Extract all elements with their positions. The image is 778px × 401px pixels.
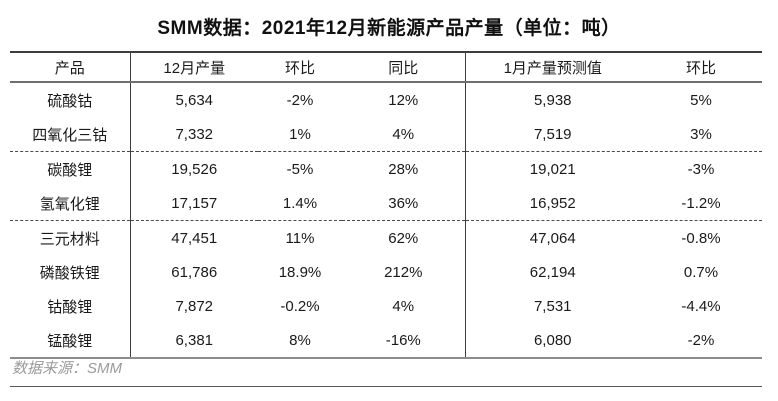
dec-yoy-cell: 62%	[342, 220, 466, 255]
table-row: 三元材料 47,451 11% 62% 47,064 -0.8%	[10, 220, 762, 255]
table-row: 钴酸锂 7,872 -0.2% 4% 7,531 -4.4%	[10, 289, 762, 323]
dec-output-cell: 19,526	[171, 160, 218, 178]
dec-yoy-cell: 12%	[342, 82, 466, 117]
table-row: 磷酸铁锂 61,786 18.9% 212% 62,194 0.7%	[10, 255, 762, 289]
jan-mom-cell: -0.8%	[681, 229, 721, 247]
product-cell: 碳酸锂	[10, 151, 131, 186]
column-header-dec-mom: 环比	[258, 52, 342, 83]
jan-forecast-cell: 16,952	[465, 186, 640, 221]
product-cell: 三元材料	[10, 220, 131, 255]
dec-yoy-cell: 212%	[342, 255, 466, 289]
dec-output-cell: 61,786	[171, 263, 218, 281]
dec-mom-cell: 1.4%	[258, 186, 342, 221]
product-cell: 磷酸铁锂	[10, 255, 131, 289]
table-row: 四氧化三钴 7,332 1% 4% 7,519 3%	[10, 117, 762, 152]
dec-output-cell: 17,157	[130, 186, 258, 221]
jan-mom-cell: -3%	[687, 160, 715, 178]
jan-forecast-cell: 7,519	[465, 117, 640, 152]
table-row: 氢氧化锂 17,157 1.4% 36% 16,952 -1.2%	[10, 186, 762, 221]
dec-mom-cell: 11%	[285, 229, 315, 247]
jan-mom-cell: 0.7%	[683, 263, 719, 281]
jan-mom-cell: -1.2%	[640, 186, 762, 221]
page-title: SMM数据：2021年12月新能源产品产量（单位：吨）	[157, 18, 621, 39]
column-header-dec-yoy: 同比	[342, 52, 466, 83]
jan-forecast-cell: 19,021	[529, 160, 576, 178]
jan-mom-cell: -2%	[687, 331, 715, 349]
dec-yoy-cell: 4%	[342, 289, 466, 323]
bottom-divider	[10, 386, 762, 387]
dec-yoy-cell: -16%	[342, 323, 466, 358]
jan-forecast-cell: 7,531	[533, 297, 572, 315]
jan-forecast-cell: 6,080	[533, 331, 572, 349]
dec-mom-cell: 1%	[258, 117, 342, 152]
dec-yoy-cell: 4%	[342, 117, 466, 152]
dec-mom-cell: -5%	[286, 160, 314, 178]
jan-mom-cell: -4.4%	[681, 297, 721, 315]
column-header-jan-mom: 环比	[640, 52, 762, 83]
table-row: 碳酸锂 19,526 -5% 28% 19,021 -3%	[10, 151, 762, 186]
production-table: 产品 12月产量 环比 同比 1月产量预测值 环比 硫酸钴 5,634 -2% …	[10, 51, 762, 359]
dec-yoy-cell: 36%	[342, 186, 466, 221]
dec-output-cell: 7,872	[175, 297, 214, 315]
product-cell: 钴酸锂	[10, 289, 131, 323]
dec-mom-cell: 18.9%	[278, 263, 322, 281]
dec-output-cell: 5,634	[175, 91, 214, 109]
data-source-note: 数据来源：SMM	[12, 360, 122, 377]
column-header-product: 产品	[10, 52, 131, 83]
table-header-row: 产品 12月产量 环比 同比 1月产量预测值 环比	[10, 52, 762, 83]
jan-forecast-cell: 47,064	[529, 229, 576, 247]
table-row: 锰酸锂 6,381 8% -16% 6,080 -2%	[10, 323, 762, 358]
dec-mom-cell: -2%	[286, 91, 314, 109]
column-header-jan-forecast: 1月产量预测值	[465, 52, 640, 83]
dec-output-cell: 7,332	[130, 117, 258, 152]
column-header-dec-output: 12月产量	[130, 52, 258, 83]
product-cell: 氢氧化锂	[10, 186, 131, 221]
dec-mom-cell: 8%	[289, 331, 311, 349]
dec-mom-cell: -0.2%	[280, 297, 320, 315]
product-cell: 四氧化三钴	[10, 117, 131, 152]
product-cell: 硫酸钴	[10, 82, 131, 117]
product-cell: 锰酸锂	[10, 323, 131, 358]
jan-mom-cell: 5%	[690, 91, 712, 109]
jan-forecast-cell: 5,938	[533, 91, 572, 109]
dec-output-cell: 47,451	[171, 229, 218, 247]
table-row: 硫酸钴 5,634 -2% 12% 5,938 5%	[10, 82, 762, 117]
jan-forecast-cell: 62,194	[529, 263, 576, 281]
dec-yoy-cell: 28%	[342, 151, 466, 186]
jan-mom-cell: 3%	[640, 117, 762, 152]
dec-output-cell: 6,381	[175, 331, 214, 349]
